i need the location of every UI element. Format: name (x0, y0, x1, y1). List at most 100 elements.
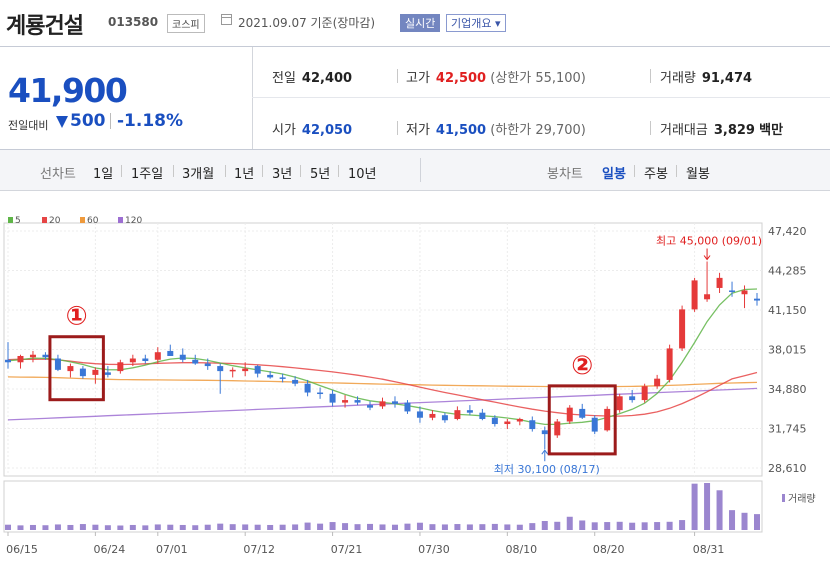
volume-bar (117, 525, 124, 530)
high-label: 고가 (406, 71, 430, 86)
annotation-box-2 (547, 384, 617, 456)
candle-body (666, 348, 673, 380)
period-3y-button[interactable]: 3년 (272, 167, 293, 182)
volume-bar (454, 524, 461, 530)
candle-body (641, 386, 648, 401)
y-tick-label: 47,420 (768, 225, 807, 238)
candle-body (616, 396, 623, 411)
stat-row-divider (252, 97, 830, 98)
period-3m-button[interactable]: 3개월 (182, 167, 215, 182)
change-percent: -1.18% (117, 111, 184, 131)
candle-body (429, 413, 436, 418)
candle-body (304, 383, 311, 393)
period-1y-button[interactable]: 1년 (234, 167, 255, 182)
stat-divider (397, 69, 398, 83)
volume-stat: 거래량 91,474 (660, 67, 752, 86)
x-tick-label: 06/24 (94, 543, 126, 556)
volume-bar (716, 490, 723, 530)
y-tick-label: 28,610 (768, 462, 807, 475)
down-arrow-icon (56, 116, 68, 128)
y-tick-label: 44,285 (768, 265, 807, 278)
candle-body (604, 408, 611, 431)
realtime-button[interactable]: 실시간 (400, 14, 441, 32)
x-tick-label: 07/12 (243, 543, 275, 556)
candle-body (441, 415, 448, 421)
low-arrow-head (541, 449, 549, 455)
candle-body (167, 350, 174, 356)
volume-bar (79, 524, 86, 530)
x-tick-label: 08/20 (593, 543, 625, 556)
corp-info-dropdown[interactable]: 기업개요 ▾ (446, 14, 506, 32)
candle-body (529, 420, 536, 430)
volume-bar (354, 524, 361, 530)
legend-label-5: 5 (15, 216, 21, 226)
candle-body (117, 362, 124, 372)
candle-body (741, 290, 748, 295)
candle-body (504, 421, 511, 425)
volume-bar (92, 524, 99, 530)
high-value: 42,500 (435, 71, 487, 86)
x-tick-label: 07/30 (418, 543, 450, 556)
stock-header: 계룡건설 013580 코스피 2021.09.07 기준(장마감) 실시간 기… (0, 0, 830, 46)
candle-body (79, 368, 86, 377)
y-tick-label: 31,745 (768, 423, 807, 436)
candle-body (391, 401, 398, 404)
candle-body (566, 407, 573, 422)
candle-body (729, 290, 736, 292)
candle-body (204, 363, 211, 367)
volume-bar (317, 523, 324, 530)
period-1w-button[interactable]: 1주일 (131, 167, 164, 182)
amount-label: 거래대금 (660, 123, 708, 138)
volume-bar (629, 522, 636, 530)
volume-bar (367, 523, 374, 530)
period-divider (225, 165, 226, 177)
upper-limit: (상한가 55,100) (490, 71, 586, 86)
candle-monthly-button[interactable]: 월봉 (686, 167, 710, 182)
candle-body (704, 294, 711, 300)
candle-body (654, 378, 661, 387)
calendar-icon (221, 14, 232, 25)
high-stat: 고가 42,500 (상한가 55,100) (406, 67, 586, 86)
amount-stat: 거래대금 3,829 백만 (660, 119, 783, 138)
candle-daily-button[interactable]: 일봉 (602, 167, 626, 182)
x-tick-label: 06/15 (6, 543, 38, 556)
period-group-divider (420, 158, 421, 182)
volume-bar (441, 524, 448, 530)
volume-legend-label: 거래량 (788, 493, 816, 505)
stat-divider (650, 121, 651, 135)
volume-bar (591, 522, 598, 530)
open-label: 시가 (272, 123, 296, 138)
candle-body (516, 418, 523, 422)
candle-body (679, 309, 686, 349)
candle-body (591, 417, 598, 432)
prev-close-value: 42,400 (301, 71, 353, 86)
low-value: 41,500 (435, 123, 487, 138)
market-badge: 코스피 (167, 14, 205, 33)
candle-body (5, 359, 11, 363)
volume-bar (217, 523, 224, 530)
volume-bar (67, 524, 74, 530)
period-5y-button[interactable]: 5년 (310, 167, 331, 182)
volume-bar (404, 523, 411, 530)
x-tick-label: 07/01 (156, 543, 188, 556)
legend-swatch-20 (42, 217, 47, 223)
period-1d-button[interactable]: 1일 (93, 167, 114, 182)
stat-divider (650, 69, 651, 83)
candle-weekly-button[interactable]: 주봉 (644, 167, 668, 182)
volume-bar (292, 524, 299, 530)
volume-bar (554, 521, 561, 530)
volume-bar (529, 523, 536, 530)
candle-body (367, 405, 374, 408)
candle-body (716, 277, 723, 288)
volume-bar (541, 520, 548, 530)
candle-body (67, 366, 74, 372)
volume-bar (179, 524, 186, 530)
volume-value: 91,474 (701, 71, 753, 86)
period-10y-button[interactable]: 10년 (348, 167, 377, 182)
volume-bar (416, 522, 423, 530)
volume-bar (579, 520, 586, 530)
candle-body (329, 393, 336, 403)
candle-body (541, 430, 548, 435)
volume-bar (104, 525, 111, 530)
open-stat: 시가 42,050 (272, 119, 352, 138)
